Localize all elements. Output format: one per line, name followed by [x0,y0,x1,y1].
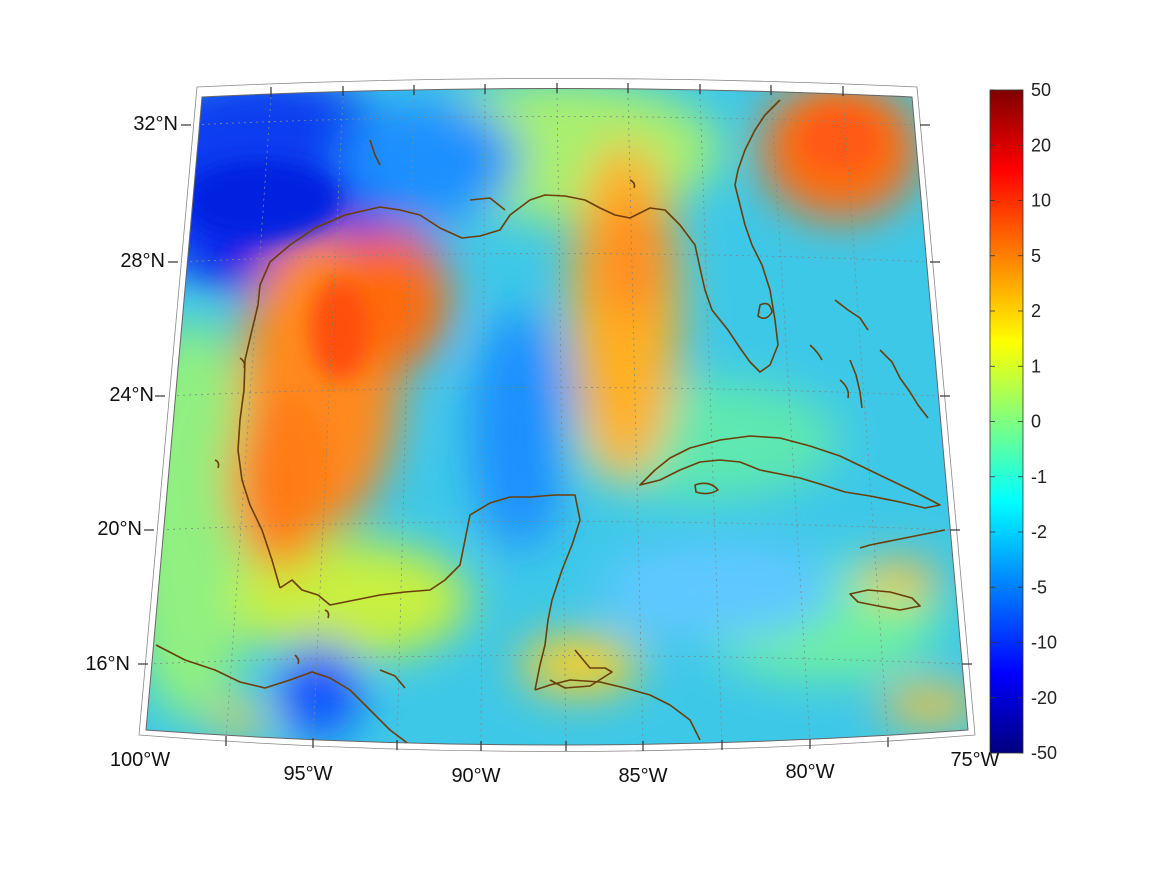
colorbar-label: 5 [1031,246,1041,266]
colorbar-label: 1 [1031,356,1041,376]
colorbar-label: -1 [1031,467,1047,487]
colorbar-label: -20 [1031,688,1057,708]
colorbar-label: 0 [1031,412,1041,432]
colorbar-label: 2 [1031,301,1041,321]
lat-label-32n: 32°N [133,113,178,135]
colorbar-label: 50 [1031,80,1051,100]
map-gridlines [147,91,963,745]
map-frame [145,88,969,746]
colorbar-label: -2 [1031,522,1047,542]
colorbar-label: -10 [1031,633,1057,653]
lon-label-80w: 80°W [785,761,834,783]
map-frame-outer [138,78,976,752]
coastlines [155,99,946,745]
colorbar-label: 10 [1031,191,1051,211]
lat-label-20n: 20°N [97,518,142,540]
lon-label-90w: 90°W [451,765,500,787]
lat-label-24n: 24°N [109,384,154,406]
colorbar-label: 20 [1031,135,1051,155]
longitude-labels: 100°W 95°W 90°W 85°W 80°W 75°W [110,749,1000,787]
latitude-labels: 32°N 28°N 24°N 20°N 16°N [85,113,178,675]
frame-ticks [138,83,972,751]
lon-label-95w: 95°W [283,763,332,785]
colorbar-label: -5 [1031,577,1047,597]
colorbar-label: -50 [1031,743,1057,763]
lon-label-100w: 100°W [110,749,170,771]
lon-label-75w: 75°W [950,749,999,771]
lon-label-85w: 85°W [618,765,667,787]
lat-label-28n: 28°N [120,250,165,272]
lat-label-16n: 16°N [85,653,130,675]
colorbar-ticks [990,89,1023,754]
